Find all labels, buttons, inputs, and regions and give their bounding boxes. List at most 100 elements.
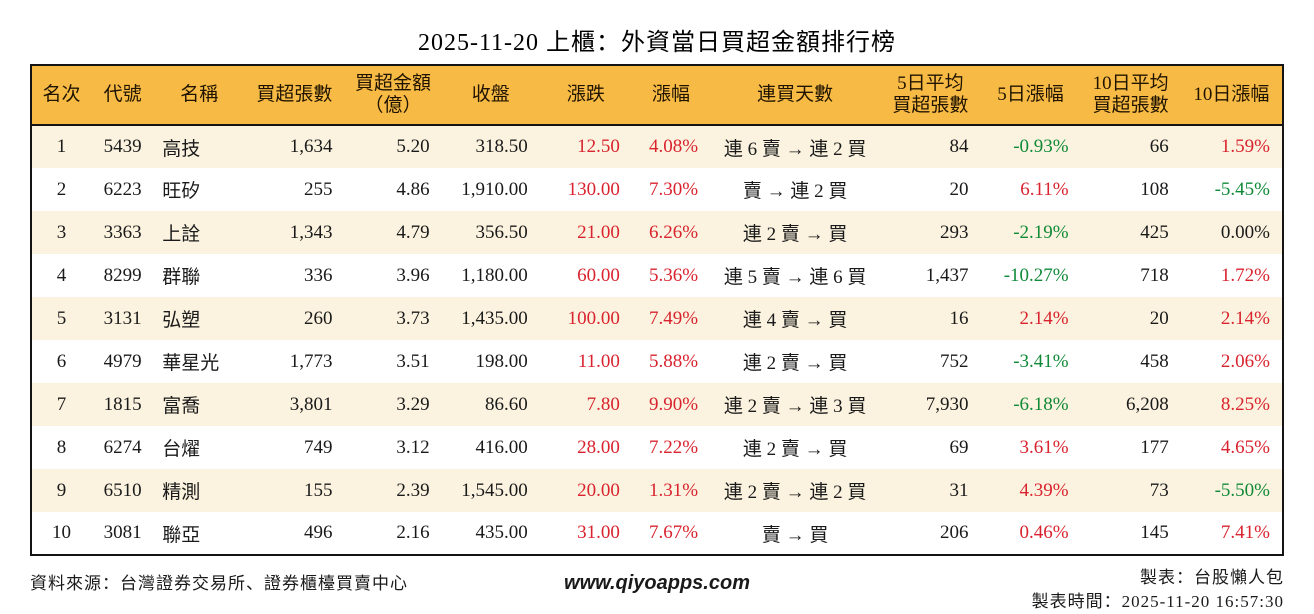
cell-name: 精測 <box>162 482 201 503</box>
cell-change: 28.00 <box>577 436 620 458</box>
cell-pct5: 4.39% <box>1019 479 1069 501</box>
cell-code: 3131 <box>103 307 142 329</box>
cell-vol: 1,634 <box>289 136 333 157</box>
cell-name: 上詮 <box>162 224 201 245</box>
cell-avg5: 31 <box>949 479 969 501</box>
cell-name: 旺矽 <box>162 181 201 202</box>
cell-change_pct: 4.08% <box>648 136 699 157</box>
cell-code: 3081 <box>103 522 142 543</box>
column-header-avg10: 10日平均 買超張數 <box>1080 65 1181 126</box>
ranking-table: 名次 代號 名稱 買超張數 買超金額 （億） 收盤 漲跌 漲幅 連買天數 5日平均 買超張數 5日漲… <box>30 64 1284 556</box>
cell-close: 356.50 <box>475 221 528 243</box>
cell-pct5: 3.61% <box>1019 436 1069 458</box>
created-time-text: 製表時間：2025-11-20 16:57:30 <box>1031 591 1284 611</box>
cell-avg10: 66 <box>1149 136 1169 157</box>
cell-rank: 7 <box>56 393 67 415</box>
cell-change: 31.00 <box>577 522 620 543</box>
table-row: 10 3081 聯亞 496 2.16 435.00 31.00 7.67% 賣 → 買 206 0… <box>31 512 1283 555</box>
cell-rank: 8 <box>56 436 67 458</box>
cell-avg10: 458 <box>1140 350 1169 372</box>
cell-name: 高技 <box>162 138 201 160</box>
column-header-rank: 名次 <box>31 65 92 126</box>
cell-vol: 1,773 <box>289 350 333 372</box>
cell-change_pct: 7.22% <box>648 436 699 458</box>
cell-pct5: -3.41% <box>1013 350 1069 372</box>
cell-close: 435.00 <box>475 522 528 543</box>
watermark-url: www.qiyoapps.com <box>564 572 750 594</box>
cell-avg5: 1,437 <box>925 264 969 286</box>
column-header-close: 收盤 <box>441 65 540 126</box>
cell-change: 100.00 <box>567 307 620 329</box>
cell-change_pct: 5.88% <box>648 350 699 372</box>
cell-streak: 賣 → 買 <box>761 524 829 546</box>
cell-rank: 3 <box>56 221 67 243</box>
cell-code: 6223 <box>103 178 142 200</box>
footer: 資料來源：台灣證券交易所、證券櫃檯買賣中心 www.qiyoapps.com 製… <box>30 566 1284 614</box>
cell-avg5: 20 <box>949 178 969 200</box>
cell-pct10: 2.14% <box>1220 307 1270 329</box>
cell-avg10: 145 <box>1140 522 1169 543</box>
cell-code: 6510 <box>103 479 142 501</box>
cell-rank: 1 <box>56 136 67 157</box>
cell-close: 416.00 <box>475 436 528 458</box>
cell-pct10: -5.45% <box>1214 178 1270 200</box>
column-header-amount: 買超金額 （億） <box>344 65 442 126</box>
cell-close: 318.50 <box>475 136 528 157</box>
cell-rank: 5 <box>56 307 67 329</box>
creator-text: 製表：台股懶人包 <box>1140 568 1284 587</box>
cell-close: 86.60 <box>485 393 528 415</box>
table-header: 名次 代號 名稱 買超張數 買超金額 （億） 收盤 漲跌 漲幅 連買天數 5日平均 買超張數 5日漲… <box>31 65 1283 126</box>
cell-change_pct: 5.36% <box>648 264 699 286</box>
cell-rank: 10 <box>52 522 72 543</box>
cell-vol: 260 <box>303 307 333 329</box>
cell-streak: 連 4 賣 → 買 <box>742 310 848 331</box>
cell-name: 富喬 <box>162 396 201 417</box>
cell-change_pct: 7.30% <box>648 178 699 200</box>
cell-avg5: 16 <box>949 307 969 329</box>
cell-avg5: 69 <box>949 436 969 458</box>
cell-avg5: 752 <box>939 350 969 372</box>
column-header-vol: 買超張數 <box>244 65 345 126</box>
cell-vol: 749 <box>303 436 333 458</box>
cell-vol: 336 <box>303 264 333 286</box>
cell-streak: 連 2 賣 → 買 <box>742 353 848 374</box>
cell-amount: 3.73 <box>396 307 430 329</box>
cell-pct5: -0.93% <box>1013 136 1069 157</box>
cell-avg10: 177 <box>1140 436 1169 458</box>
cell-streak: 連 2 賣 → 買 <box>742 224 848 245</box>
cell-vol: 155 <box>303 479 333 501</box>
cell-code: 1815 <box>103 393 142 415</box>
column-header-pct10: 10日漲幅 <box>1180 65 1283 126</box>
cell-pct5: -10.27% <box>1003 264 1069 286</box>
cell-avg10: 425 <box>1140 221 1169 243</box>
cell-avg5: 84 <box>949 136 969 157</box>
cell-change_pct: 7.67% <box>648 522 699 543</box>
cell-streak: 連 6 賣 → 連 2 買 <box>723 138 867 160</box>
cell-close: 1,435.00 <box>461 307 528 329</box>
cell-pct10: 1.59% <box>1220 136 1270 157</box>
cell-code: 5439 <box>103 136 142 157</box>
cell-change: 20.00 <box>577 479 620 501</box>
cell-change_pct: 9.90% <box>648 393 699 415</box>
cell-pct5: -2.19% <box>1013 221 1069 243</box>
cell-code: 8299 <box>103 264 142 286</box>
cell-amount: 3.29 <box>396 393 430 415</box>
cell-change: 12.50 <box>577 136 620 157</box>
column-header-name: 名稱 <box>154 65 245 126</box>
column-header-change: 漲跌 <box>539 65 632 126</box>
column-header-change_pct: 漲幅 <box>631 65 711 126</box>
cell-rank: 6 <box>56 350 67 372</box>
column-header-code: 代號 <box>91 65 155 126</box>
cell-pct10: 1.72% <box>1220 264 1270 286</box>
cell-name: 聯亞 <box>162 524 201 546</box>
cell-change_pct: 1.31% <box>648 479 699 501</box>
table-row: 9 6510 精測 155 2.39 1,545.00 20.00 1.31% 連 2 賣 → … <box>31 469 1283 512</box>
cell-avg10: 108 <box>1140 178 1169 200</box>
table-row: 8 6274 台燿 749 3.12 416.00 28.00 7.22% 連 2 賣 → 買 6… <box>31 426 1283 469</box>
cell-close: 1,180.00 <box>461 264 528 286</box>
cell-close: 1,545.00 <box>461 479 528 501</box>
cell-avg5: 7,930 <box>925 393 969 415</box>
cell-code: 6274 <box>103 436 142 458</box>
page-title: 2025-11-20 上櫃：外資當日買超金額排行榜 <box>417 30 897 56</box>
cell-vol: 255 <box>303 178 333 200</box>
